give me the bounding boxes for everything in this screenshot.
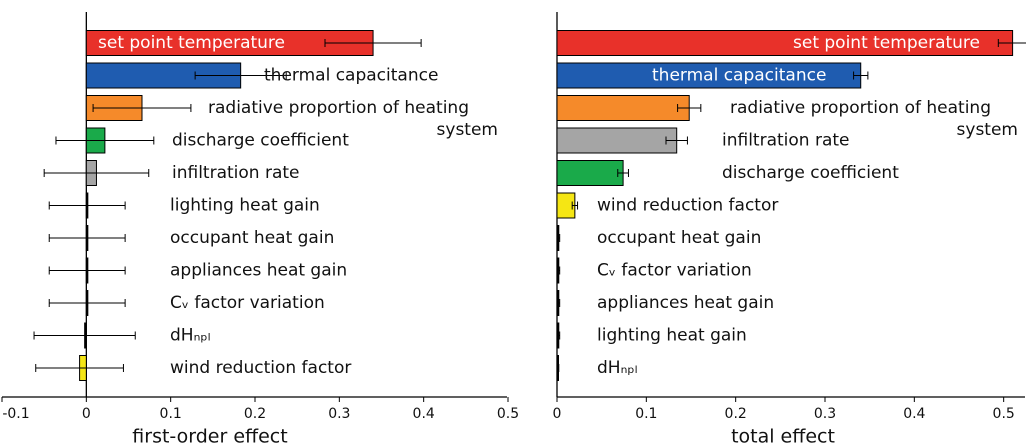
category-label: thermal capacitance (264, 66, 438, 86)
category-label: radiative proportion of heating system (208, 98, 498, 140)
x-axis-label: total effect (731, 426, 835, 448)
error-bar (557, 331, 561, 340)
category-label: infiltration rate (722, 131, 850, 151)
x-tick-label: 0.4 (903, 406, 925, 422)
error-bar (997, 39, 1026, 47)
error-bar (677, 104, 702, 112)
error-bar (48, 266, 126, 275)
category-label: occupant heat gain (170, 228, 334, 248)
x-tick-label: 0.1 (635, 406, 657, 422)
label-line: radiative proportion of heating (730, 98, 991, 118)
error-bar (43, 169, 150, 177)
bar (556, 95, 690, 121)
category-label: appliances heat gain (597, 293, 774, 313)
label-line: radiative proportion of heating (208, 98, 469, 118)
error-bar (48, 299, 126, 307)
label-line: system (957, 120, 1018, 140)
error-bar (557, 234, 561, 242)
error-bar (324, 39, 422, 47)
error-bar (194, 71, 287, 80)
error-bar (571, 201, 579, 210)
x-tick-label: 0.4 (413, 406, 435, 422)
error-bar (557, 266, 561, 275)
category-label: thermal capacitance (652, 66, 826, 86)
x-tick-label: 0.3 (814, 406, 836, 422)
category-label: set point temperature (98, 33, 285, 53)
error-bar (48, 201, 126, 210)
error-bar (665, 136, 688, 145)
bar (556, 160, 624, 186)
error-bar (556, 364, 560, 372)
category-label: wind reduction factor (170, 358, 351, 378)
error-bar (48, 234, 126, 242)
category-label: appliances heat gain (170, 261, 347, 281)
category-label: occupant heat gain (597, 228, 761, 248)
error-bar (33, 331, 136, 340)
category-label: wind reduction factor (597, 196, 778, 216)
category-label: lighting heat gain (597, 326, 747, 346)
error-bar (557, 299, 561, 307)
category-label: set point temperature (793, 33, 980, 53)
category-label: Cᵥ factor variation (597, 261, 752, 281)
error-bar (55, 136, 155, 145)
x-axis-label: first-order effect (132, 426, 287, 448)
error-bar (617, 169, 629, 177)
category-label: dHₙₚₗ (597, 358, 637, 378)
x-tick-label: 0 (553, 406, 562, 422)
category-label: infiltration rate (172, 163, 300, 183)
error-bar (35, 364, 124, 372)
error-bar (92, 104, 192, 112)
category-label: lighting heat gain (170, 196, 320, 216)
bar (556, 30, 1014, 56)
error-bar (853, 71, 869, 80)
label-line: system (437, 120, 498, 140)
category-label: discharge coefficient (172, 131, 349, 151)
category-label: discharge coefficient (722, 163, 899, 183)
bar (556, 127, 678, 154)
x-tick-label: 0.5 (497, 406, 519, 422)
x-tick-label: -0.1 (2, 406, 29, 422)
category-label: dHₙₚₗ (170, 326, 210, 346)
bar (556, 62, 862, 89)
category-label: Cᵥ factor variation (170, 293, 325, 313)
x-tick-label: 0.3 (328, 406, 350, 422)
x-tick-label: 0.1 (160, 406, 182, 422)
x-tick-label: 0.2 (725, 406, 747, 422)
x-tick-label: 0 (82, 406, 91, 422)
x-tick-label: 0.2 (244, 406, 266, 422)
category-label: radiative proportion of heating system (730, 98, 1018, 140)
x-tick-label: 0.5 (993, 406, 1015, 422)
